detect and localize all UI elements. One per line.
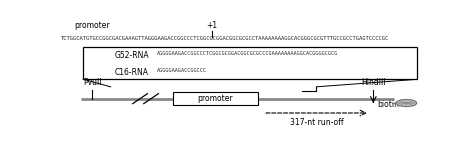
Text: C16-RNA: C16-RNA <box>114 68 148 77</box>
Bar <box>173 92 258 105</box>
Text: HindIII: HindIII <box>361 78 385 87</box>
Text: promoter: promoter <box>198 94 233 103</box>
Text: biotin: biotin <box>377 100 399 109</box>
Text: TCTGGCATGTGCCGGCGACGAAAGTTAGGGAAGACCGGCCCTCGGCGCGGACGGCGCGCCTAAAAAAAAGGCACGGGCGC: TCTGGCATGTGCCGGCGACGAAAGTTAGGGAAGACCGGCC… <box>61 36 389 41</box>
Text: promoter: promoter <box>74 21 109 30</box>
Bar <box>83 47 418 79</box>
Text: AGGGGAAGACCGGCCCTCGGCGCGGACGGCGCGCCCGAAAAAAAAGGCACGGGGCGCG: AGGGGAAGACCGGCCCTCGGCGCGGACGGCGCGCCCGAAA… <box>156 51 338 56</box>
Text: AGGGGAAGACCGGCCC: AGGGGAAGACCGGCCC <box>156 68 207 73</box>
Text: 317-nt run-off: 317-nt run-off <box>290 118 343 127</box>
Text: PvuII: PvuII <box>83 78 101 87</box>
Text: G52-RNA: G52-RNA <box>114 51 149 60</box>
Circle shape <box>396 99 417 106</box>
Text: +1: +1 <box>206 21 217 30</box>
